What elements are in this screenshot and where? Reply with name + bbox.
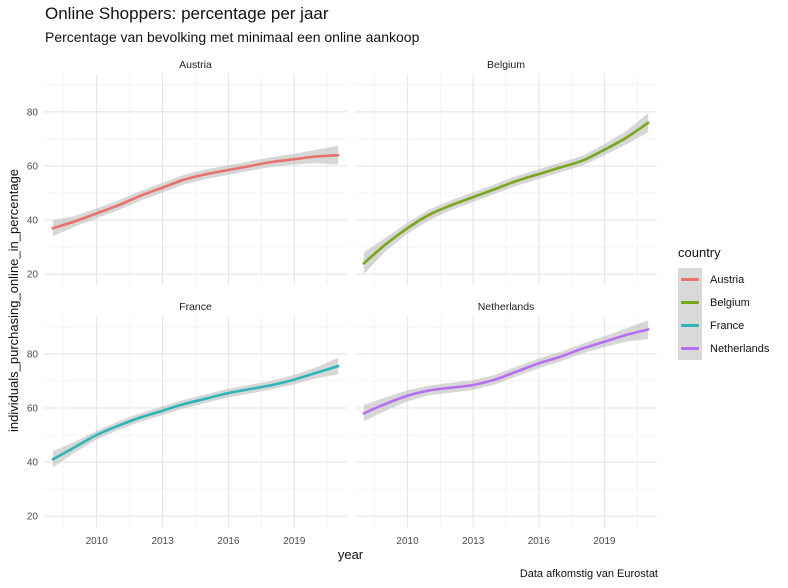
series-line — [362, 121, 650, 265]
x-tick-label: 2010 — [396, 536, 419, 547]
confidence-band — [363, 320, 649, 422]
x-tick-label: 2019 — [593, 536, 616, 547]
facet-strip-label: France — [179, 301, 212, 313]
y-tick-label: 60 — [27, 161, 39, 172]
confidence-band — [52, 145, 339, 237]
x-axis-label: year — [338, 547, 364, 562]
facet-strip-label: Austria — [179, 59, 212, 71]
x-tick-label: 2013 — [462, 536, 485, 547]
chart-caption: Data afkomstig van Eurostat — [519, 568, 658, 580]
x-tick-label: 2016 — [217, 536, 240, 547]
facet-strip-label: Netherlands — [478, 301, 535, 313]
legend: country Austria Belgium France Netherlan… — [678, 245, 769, 360]
legend-item-netherlands: Netherlands — [678, 337, 769, 360]
legend-item-belgium: Belgium — [678, 291, 769, 314]
chart-subtitle: Percentage van bevolking met minimaal ee… — [45, 29, 420, 45]
legend-swatch — [681, 301, 699, 304]
legend-title: country — [678, 245, 721, 260]
legend-label: Belgium — [710, 296, 750, 309]
legend-key — [678, 314, 702, 337]
legend-swatch — [681, 324, 699, 327]
y-tick-label: 80 — [27, 107, 39, 118]
y-tick-label: 40 — [27, 216, 39, 227]
y-tick-label: 20 — [27, 512, 39, 523]
x-tick-label: 2019 — [283, 536, 306, 547]
legend-swatch — [681, 347, 699, 350]
legend-label: Netherlands — [710, 342, 770, 355]
legend-key — [678, 268, 702, 291]
series-line — [51, 153, 340, 230]
series-line — [362, 328, 650, 415]
x-tick-label: 2016 — [528, 536, 551, 547]
legend-key — [678, 337, 702, 360]
legend-swatch — [681, 278, 699, 281]
y-axis-label: individuals_purchasing_online_in_percent… — [6, 169, 21, 432]
y-tick-label: 20 — [27, 270, 39, 281]
legend-label: Austria — [710, 273, 745, 286]
x-tick-label: 2013 — [151, 536, 174, 547]
y-tick-label: 40 — [27, 458, 39, 469]
legend-item-austria: Austria — [678, 268, 769, 291]
x-tick-label: 2010 — [86, 536, 109, 547]
facet-strip-label: Belgium — [487, 59, 525, 71]
y-tick-label: 60 — [27, 403, 39, 414]
legend-key — [678, 291, 702, 314]
y-tick-label: 80 — [27, 349, 39, 360]
legend-item-france: France — [678, 314, 769, 337]
chart-title: Online Shoppers: percentage per jaar — [45, 4, 329, 23]
series-line — [51, 364, 340, 461]
legend-label: France — [710, 319, 745, 332]
